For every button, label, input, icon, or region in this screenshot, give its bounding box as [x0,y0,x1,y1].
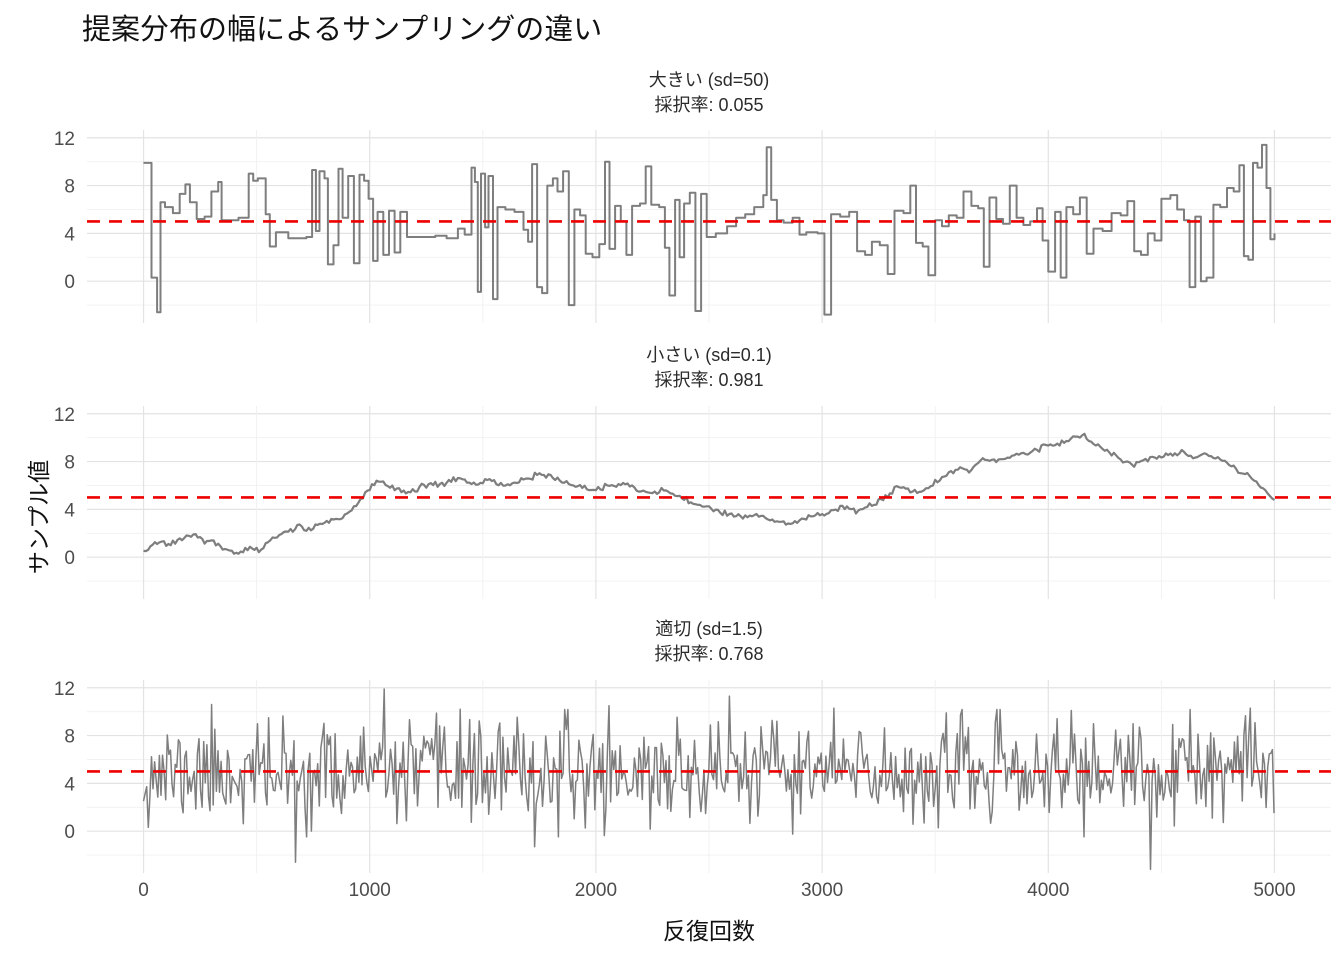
grid-lines [87,680,1331,873]
facet-acceptance-rate-large-sd: 採択率: 0.055 [654,95,764,115]
y-tick-label: 4 [64,224,75,245]
facet-strip-optimal-sd: 適切 (sd=1.5) 採択率: 0.768 [87,617,1331,667]
grid-lines [87,130,1331,323]
y-tick-label: 12 [54,679,75,700]
facet-acceptance-rate-optimal-sd: 採択率: 0.768 [654,644,764,664]
y-tick-label: 8 [64,177,75,198]
y-tick-label: 4 [64,774,75,795]
y-tick-label: 0 [64,272,75,293]
x-tick-label: 3000 [800,880,844,901]
x-tick-label: 1000 [348,880,391,901]
x-tick-label: 2000 [574,880,618,901]
y-tick-label: 12 [54,405,75,426]
y-tick-label: 8 [64,453,75,474]
x-tick-label: 4000 [1027,880,1070,901]
y-axis-title: サンプル値 [26,459,52,575]
y-tick-label: 12 [54,129,75,150]
mcmc-trace-line [143,143,1276,316]
facet-title-optimal-sd: 適切 (sd=1.5) [655,619,763,639]
x-axis-tick-labels: 0 1000 2000 3000 4000 5000 [0,880,1344,904]
y-tick-label: 4 [64,500,75,521]
facet-acceptance-rate-small-sd: 採択率: 0.981 [654,370,764,390]
x-tick-label: 0 [138,880,149,901]
grid-lines [87,406,1331,599]
facet-title-large-sd: 大きい (sd=50) [648,70,770,90]
y-tick-label: 0 [64,822,75,843]
y-tick-label: 0 [64,548,75,569]
y-tick-label: 8 [64,727,75,748]
trace-plot-optimal-sd: 0 4 8 12 [54,679,1331,873]
facet-strip-large-sd: 大きい (sd=50) 採択率: 0.055 [87,68,1331,118]
facet-title-small-sd: 小さい (sd=0.1) [646,345,772,365]
x-tick-label: 5000 [1253,880,1296,901]
mcmc-trace-line [143,432,1276,555]
facet-strip-small-sd: 小さい (sd=0.1) 採択率: 0.981 [87,343,1331,393]
chart-title: 提案分布の幅によるサンプリングの違い [82,14,603,46]
trace-plot-small-sd: 0 4 8 12 [54,405,1331,599]
trace-plot-large-sd: 0 4 8 12 [54,129,1331,323]
x-axis-title: 反復回数 [663,918,755,944]
